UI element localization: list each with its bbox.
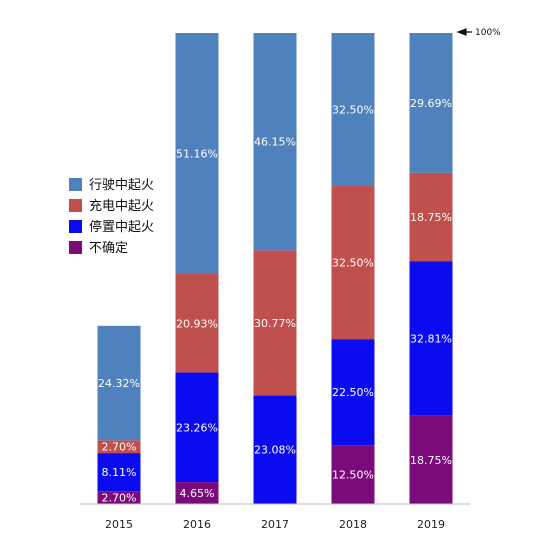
legend-label-3: 停置中起火 — [89, 219, 154, 235]
annotation-100-percent: 100% — [475, 28, 501, 38]
bars-group: 2.70% 8.11% 2.70% 24.32% 4.65% 23.26% 20.93% 51… — [97, 33, 453, 505]
bar-segment-2016-3 — [175, 273, 219, 373]
data-label-2017-3: 30.77% — [254, 317, 296, 330]
data-label-2016-2: 23.26% — [176, 421, 218, 434]
data-label-2016-3: 20.93% — [176, 317, 218, 330]
bar-segment-2019-3 — [409, 172, 453, 262]
data-label-2016-4: 51.16% — [176, 147, 218, 160]
data-label-2015-2: 8.11% — [102, 466, 137, 479]
bar-segment-2018-1 — [331, 445, 375, 504]
bar-segment-2018-3 — [331, 186, 375, 340]
legend-swatch-4 — [69, 241, 82, 254]
bar-segment-2019-1 — [409, 415, 453, 504]
bar-segment-2015-4 — [97, 325, 141, 441]
bar-segment-2015-3 — [97, 440, 141, 454]
bar-segment-2016-2 — [175, 372, 219, 483]
bar-segment-2018-4 — [331, 33, 375, 187]
bar-segment-2015-1 — [97, 491, 141, 504]
data-label-2018-4: 32.50% — [332, 104, 374, 117]
legend-swatch-1 — [69, 178, 82, 191]
top-annotation: 100% — [456, 28, 501, 38]
data-label-2015-4: 24.32% — [98, 377, 140, 390]
bar-segment-2016-1 — [175, 482, 219, 504]
bar-segment-2018-2 — [331, 339, 375, 446]
x-tick-label-2018: 2018 — [339, 518, 367, 531]
data-label-2019-3: 18.75% — [410, 211, 452, 224]
bar-segment-2017-4 — [253, 33, 297, 251]
bar-segment-2016-4 — [175, 33, 219, 274]
data-label-2017-4: 46.15% — [254, 136, 296, 149]
x-tick-label-2019: 2019 — [417, 518, 445, 531]
data-label-2015-3: 2.70% — [102, 441, 137, 454]
data-label-2018-2: 22.50% — [332, 386, 374, 399]
bar-segment-2015-2 — [97, 453, 141, 492]
bar-segment-2017-2 — [253, 395, 297, 504]
legend-label-2: 充电中起火 — [89, 198, 154, 214]
x-tick-labels: 2015 2016 2017 2018 2019 — [105, 518, 445, 531]
x-tick-label-2017: 2017 — [261, 518, 289, 531]
legend-swatch-3 — [69, 220, 82, 233]
bar-segment-2019-4 — [409, 33, 453, 173]
data-label-2016-1: 4.65% — [180, 487, 215, 500]
data-label-2018-3: 32.50% — [332, 257, 374, 270]
data-label-2018-1: 12.50% — [332, 469, 374, 482]
legend-label-4: 不确定 — [89, 241, 128, 256]
bar-segment-2017-3 — [253, 250, 297, 396]
bar-segment-2019-2 — [409, 261, 453, 416]
x-tick-label-2015: 2015 — [105, 518, 133, 531]
x-tick-label-2016: 2016 — [183, 518, 211, 531]
data-label-2019-2: 32.81% — [410, 332, 452, 345]
data-label-2019-1: 18.75% — [410, 454, 452, 467]
arrow-left-icon — [456, 28, 472, 36]
legend-swatch-2 — [69, 199, 82, 212]
data-label-2017-2: 23.08% — [254, 444, 296, 457]
data-label-2015-1: 2.70% — [102, 492, 137, 505]
legend-label-1: 行驶中起火 — [89, 178, 154, 193]
data-label-2019-4: 29.69% — [410, 97, 452, 110]
